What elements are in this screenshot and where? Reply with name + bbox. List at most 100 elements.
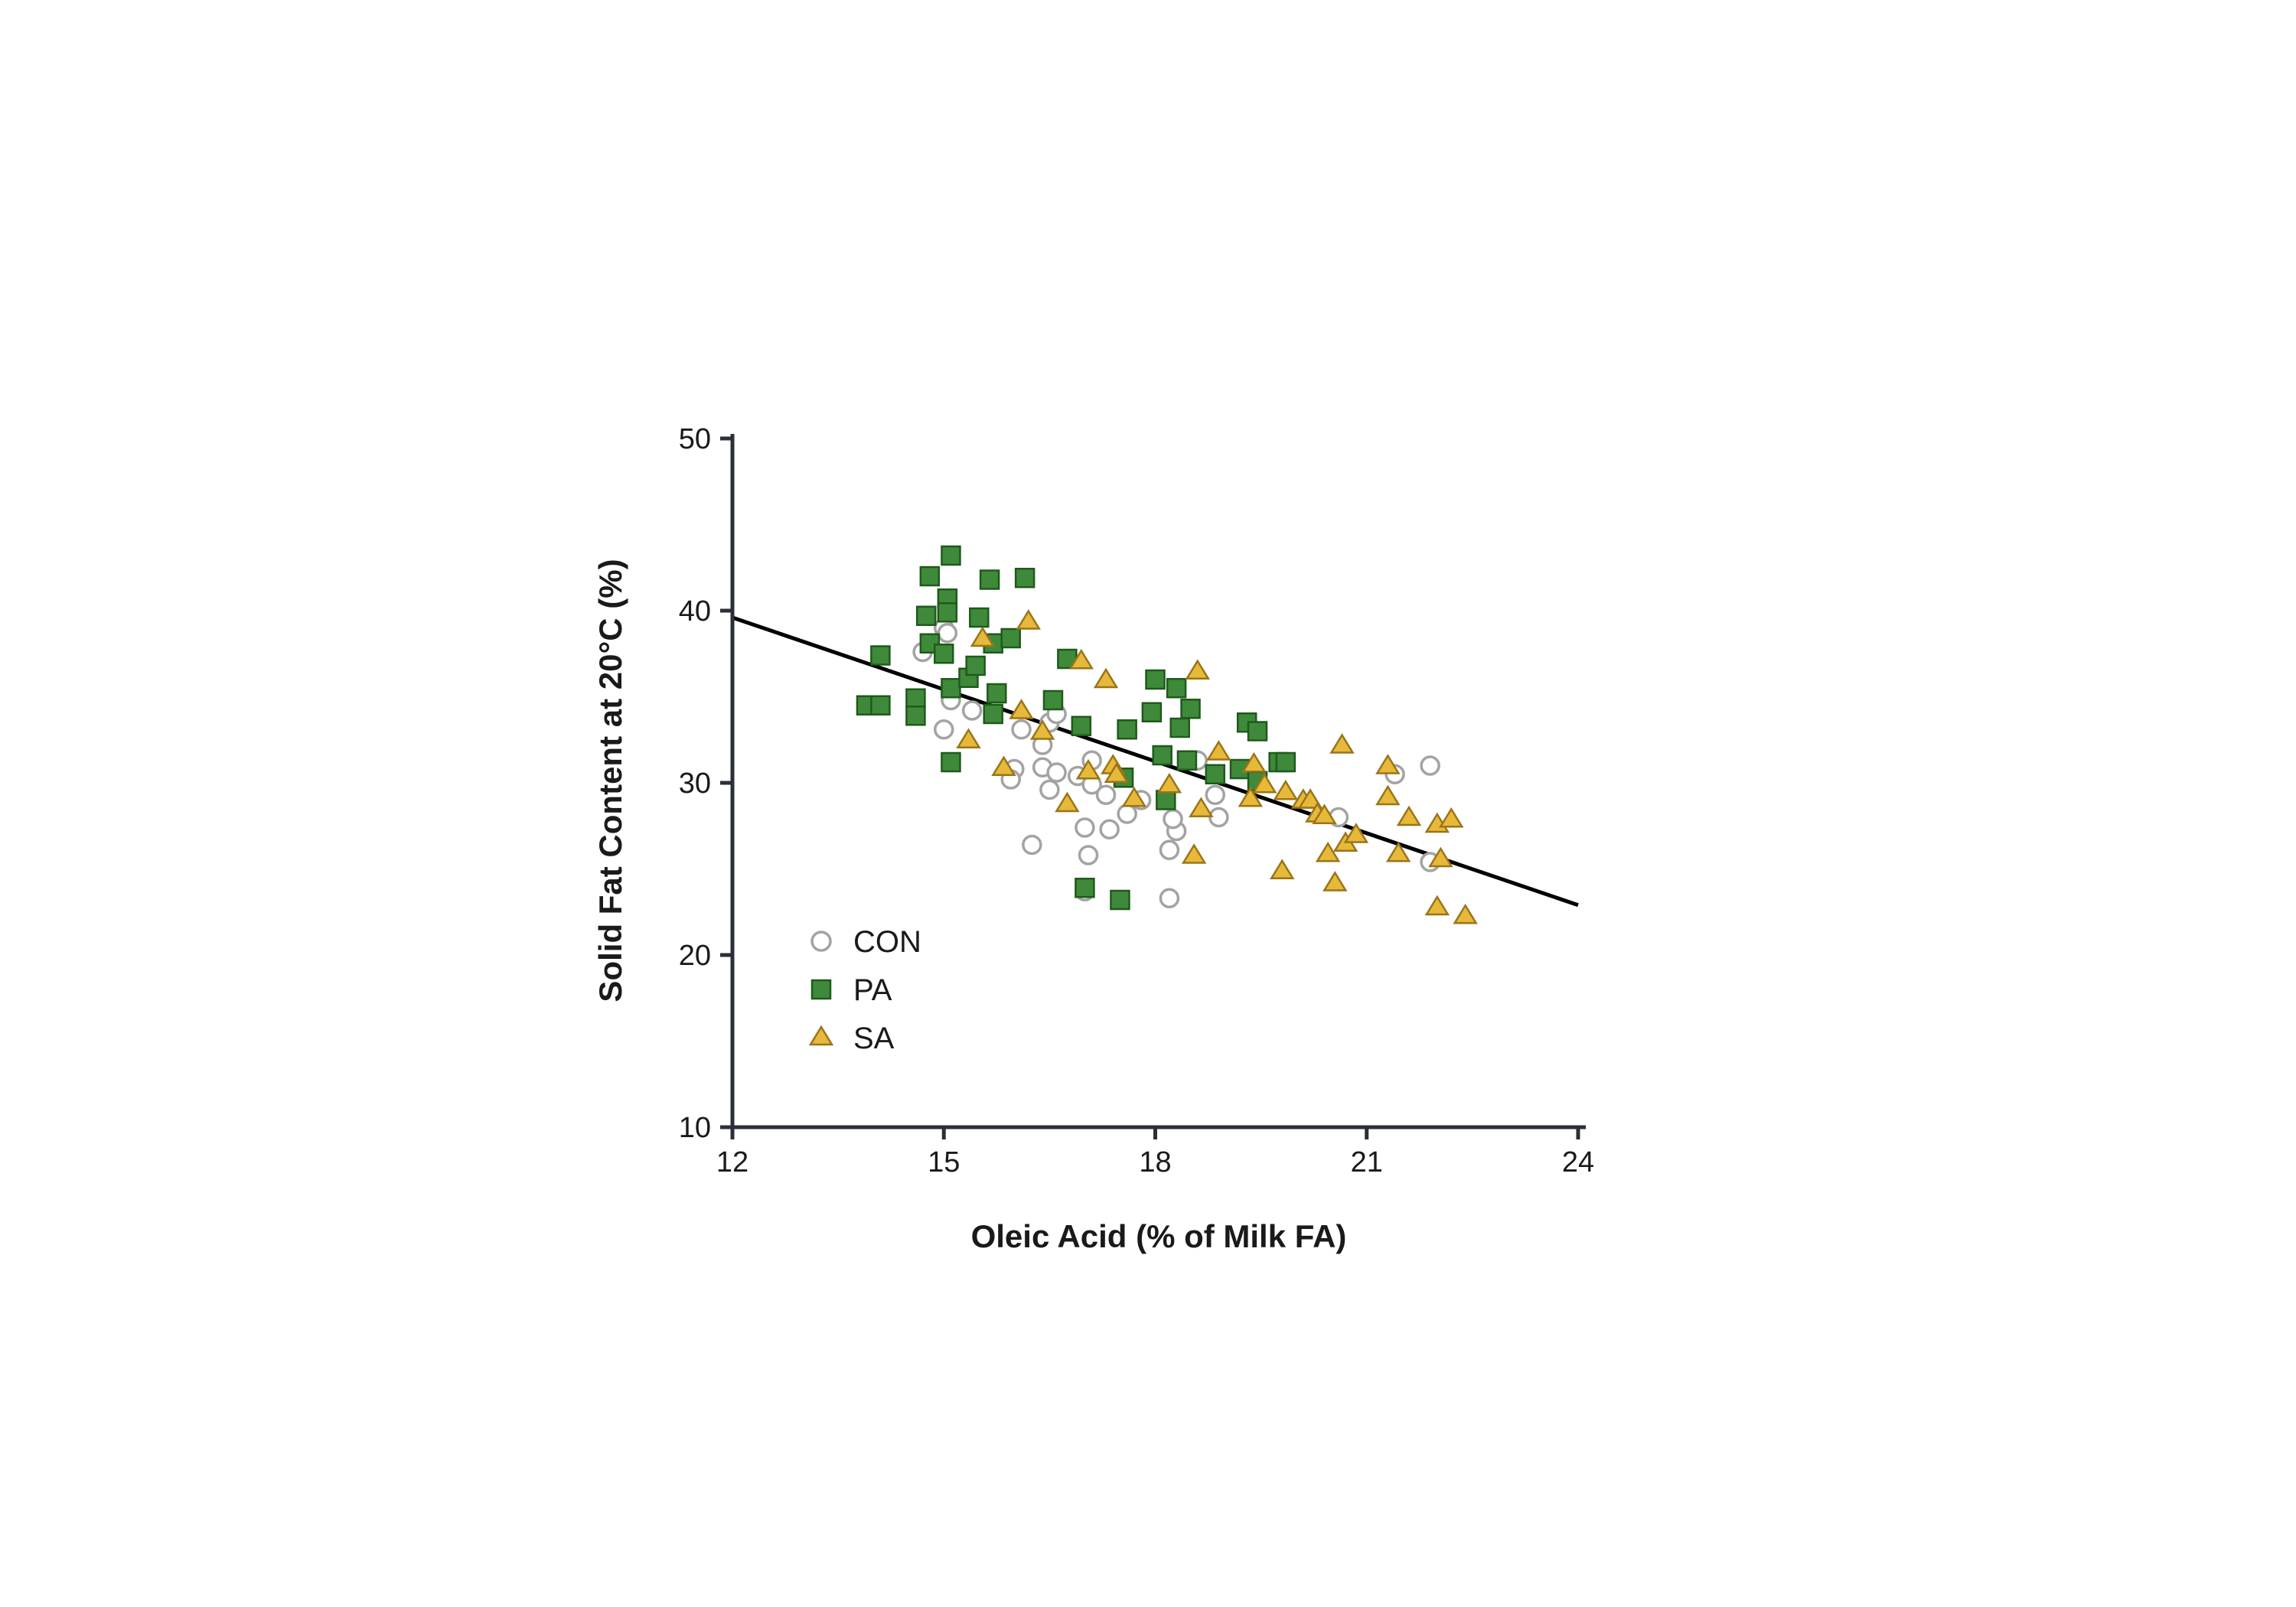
data-point-con xyxy=(1099,819,1120,839)
data-point-sa xyxy=(1396,805,1422,826)
data-point-pa xyxy=(941,545,961,566)
data-point-con xyxy=(934,719,954,740)
x-tick-label: 15 xyxy=(928,1146,960,1178)
x-tick-label: 12 xyxy=(716,1146,748,1178)
data-point-con xyxy=(1078,845,1099,865)
data-point-pa xyxy=(905,688,926,709)
x-tick-label: 21 xyxy=(1351,1146,1383,1178)
data-point-pa xyxy=(1156,790,1176,810)
data-point-pa xyxy=(1071,715,1092,736)
data-point-pa xyxy=(1205,764,1226,784)
data-point-pa xyxy=(1110,889,1130,911)
series-con xyxy=(912,618,1440,908)
data-point-sa xyxy=(1093,667,1119,689)
x-tick-label: 18 xyxy=(1139,1146,1171,1178)
legend-item-con: CON xyxy=(810,925,921,959)
data-point-sa xyxy=(1424,895,1450,916)
data-point-con xyxy=(1159,839,1180,860)
data-point-pa xyxy=(1042,689,1064,711)
data-point-pa xyxy=(919,566,941,587)
data-point-pa xyxy=(983,703,1003,725)
data-point-con xyxy=(1011,719,1032,740)
data-point-pa xyxy=(1166,678,1187,699)
data-point-sa xyxy=(1009,699,1034,719)
data-point-pa xyxy=(937,602,958,623)
data-point-sa xyxy=(1121,786,1147,807)
data-point-pa xyxy=(1169,717,1190,738)
data-point-sa xyxy=(1385,841,1411,862)
data-points-layer xyxy=(856,545,1478,924)
data-point-pa xyxy=(969,607,990,628)
legend-label-con: CON xyxy=(853,925,921,959)
data-point-con xyxy=(1022,834,1042,856)
data-point-con xyxy=(1163,809,1183,830)
legend-label-sa: SA xyxy=(853,1022,895,1055)
data-point-con xyxy=(1095,784,1117,805)
series-sa xyxy=(956,609,1478,924)
data-point-sa xyxy=(1297,788,1323,809)
data-point-sa xyxy=(1375,754,1401,774)
data-point-sa xyxy=(1375,784,1401,806)
data-point-pa xyxy=(1180,699,1201,719)
data-point-pa xyxy=(934,644,954,664)
legend-item-sa: SA xyxy=(808,1022,895,1055)
legend-marker-sa xyxy=(808,1025,834,1046)
data-point-pa xyxy=(1075,878,1095,898)
data-point-sa xyxy=(970,626,996,647)
data-point-pa xyxy=(1152,745,1172,766)
x-axis-title: Oleic Acid (% of Milk FA) xyxy=(971,1218,1347,1254)
data-point-con xyxy=(1205,784,1226,805)
data-point-pa xyxy=(1117,719,1137,740)
data-point-sa xyxy=(956,728,981,748)
data-point-sa xyxy=(991,755,1016,776)
data-point-con xyxy=(1046,762,1067,783)
data-point-sa xyxy=(1241,751,1267,773)
y-axis-title: Solid Fat Content at 20°C (%) xyxy=(592,559,628,1002)
legend-marker-pa xyxy=(810,979,832,1000)
data-point-con xyxy=(1117,804,1137,824)
data-point-sa xyxy=(1068,648,1094,670)
data-point-sa xyxy=(1428,846,1453,868)
legend-label-pa: PA xyxy=(853,973,892,1007)
data-point-sa xyxy=(1315,841,1341,862)
data-point-pa xyxy=(1145,669,1166,690)
data-point-pa xyxy=(1141,702,1163,722)
data-point-pa xyxy=(1000,627,1021,649)
data-point-con xyxy=(1159,888,1180,908)
data-point-pa xyxy=(1014,568,1035,588)
data-point-sa xyxy=(1156,772,1182,794)
data-point-pa xyxy=(987,683,1007,704)
data-point-pa xyxy=(941,751,961,773)
y-tick-label: 50 xyxy=(679,423,711,455)
data-point-sa xyxy=(1055,791,1080,813)
data-point-sa xyxy=(1439,807,1464,828)
data-point-pa xyxy=(979,569,1000,590)
data-point-sa xyxy=(1181,843,1207,864)
data-point-pa xyxy=(1057,648,1078,670)
data-point-pa xyxy=(870,695,891,715)
data-point-con xyxy=(961,700,983,721)
data-point-sa xyxy=(1104,762,1130,783)
data-point-pa xyxy=(905,706,926,726)
data-point-con xyxy=(1039,779,1060,800)
data-point-con xyxy=(937,623,958,644)
data-point-pa xyxy=(870,645,891,666)
data-point-sa xyxy=(1312,804,1337,824)
legend: CON PA SA xyxy=(808,925,921,1055)
data-point-sa xyxy=(1270,859,1295,879)
data-point-sa xyxy=(1329,733,1355,754)
data-point-sa xyxy=(1238,786,1264,807)
data-point-sa xyxy=(1206,740,1231,761)
axis-ticks: 12 15 18 21 24 10 20 30 40 50 xyxy=(679,423,1594,1178)
data-point-sa xyxy=(1016,609,1041,630)
data-point-pa xyxy=(965,655,986,676)
series-pa xyxy=(856,545,1296,911)
legend-marker-con xyxy=(810,931,832,952)
data-point-sa xyxy=(1189,797,1214,817)
data-point-pa xyxy=(915,605,937,626)
y-tick-label: 20 xyxy=(679,940,711,972)
data-point-pa xyxy=(1247,721,1268,742)
data-point-sa xyxy=(1075,758,1101,780)
data-point-pa xyxy=(1275,751,1296,773)
